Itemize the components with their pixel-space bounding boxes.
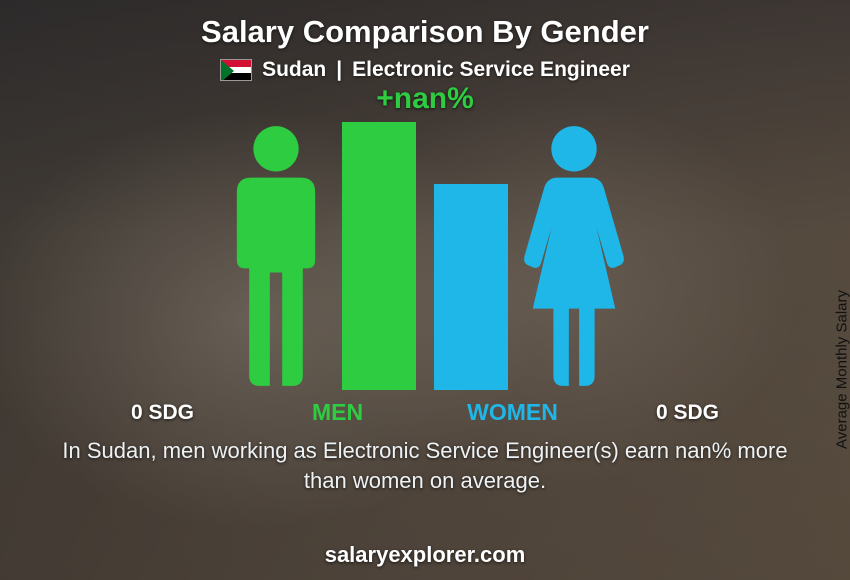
men-bar xyxy=(342,122,416,390)
footer-source: salaryexplorer.com xyxy=(0,542,850,568)
y-axis-label: Average Monthly Salary xyxy=(834,290,850,449)
chart-area: +nan% 0 SDG MEN WOMEN xyxy=(75,86,775,426)
subtitle-row: Sudan | Electronic Service Engineer xyxy=(220,58,630,82)
subtitle-job: Electronic Service Engineer xyxy=(352,58,630,82)
men-label: MEN xyxy=(250,399,425,426)
female-icon xyxy=(522,122,626,390)
figures-row xyxy=(75,122,775,390)
subtitle-country: Sudan xyxy=(262,58,326,82)
difference-label: +nan% xyxy=(376,82,474,116)
male-icon xyxy=(224,122,328,390)
sudan-flag-icon xyxy=(220,59,252,81)
men-value: 0 SDG xyxy=(75,401,250,425)
bar-group xyxy=(342,122,508,390)
summary-text: In Sudan, men working as Electronic Serv… xyxy=(55,436,795,495)
women-bar xyxy=(434,184,508,390)
subtitle-separator: | xyxy=(336,58,342,82)
labels-row: 0 SDG MEN WOMEN 0 SDG xyxy=(75,399,775,426)
women-label: WOMEN xyxy=(425,399,600,426)
women-value: 0 SDG xyxy=(600,401,775,425)
page-title: Salary Comparison By Gender xyxy=(201,14,649,50)
infographic-container: Salary Comparison By Gender Sudan | Elec… xyxy=(0,0,850,580)
